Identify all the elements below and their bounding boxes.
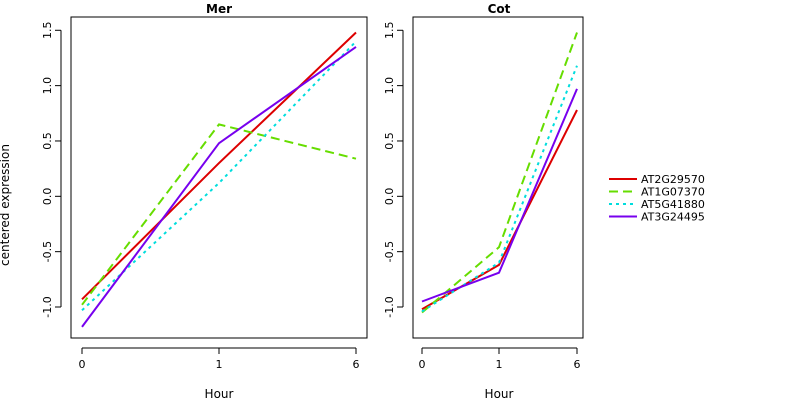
- y-tick-label: 1.5: [41, 22, 54, 40]
- y-tick-label: -1.0: [41, 296, 54, 317]
- legend-label: AT1G07370: [641, 186, 705, 199]
- x-axis-title-mer: Hour: [205, 387, 234, 400]
- y-axis-title: centered expression: [0, 144, 12, 266]
- legend-label: AT2G29570: [641, 173, 705, 186]
- series-line-at3g24495: [81, 46, 357, 328]
- series-line-at5g41880: [421, 65, 578, 313]
- y-tick-label: 1.0: [41, 77, 54, 95]
- y-tick-label: 1.0: [383, 77, 396, 95]
- series-line-at5g41880: [81, 40, 357, 312]
- series-line-at3g24495: [421, 88, 578, 303]
- x-axis-title-cot: Hour: [485, 387, 514, 400]
- y-tick-label: 0.5: [383, 132, 396, 150]
- x-tick-label: 1: [496, 358, 503, 371]
- plot-frame: [412, 16, 584, 339]
- x-tick-label: 1: [216, 358, 223, 371]
- panel-title-cot: Cot: [488, 2, 511, 16]
- series-line-at1g07370: [421, 32, 578, 314]
- panel-title-mer: Mer: [206, 2, 232, 16]
- legend-item: AT1G07370: [609, 186, 705, 199]
- y-tick-label: -1.0: [383, 296, 396, 317]
- panel-cot: -1.0 -0.5 0.0 0.5 1.0 1.5 0 1 6: [383, 16, 584, 371]
- legend-item: AT3G24495: [609, 211, 705, 224]
- y-tick-label: -0.5: [383, 241, 396, 262]
- y-tick-label: 1.5: [383, 22, 396, 40]
- x-tick-label: 0: [419, 358, 426, 371]
- series-line-at2g29570: [81, 31, 357, 301]
- legend-label: AT3G24495: [641, 211, 705, 224]
- plot-frame: [70, 16, 368, 339]
- x-tick-label: 6: [353, 358, 360, 371]
- y-tick-label: -0.5: [41, 241, 54, 262]
- y-tick-label: 0.0: [383, 188, 396, 206]
- y-tick-label: 0.0: [41, 188, 54, 206]
- legend-label: AT5G41880: [641, 198, 705, 211]
- series-line-at2g29570: [421, 109, 578, 311]
- series-line-at1g07370: [81, 123, 357, 306]
- x-tick-label: 0: [79, 358, 86, 371]
- panel-mer: -1.0 -0.5 0.0 0.5 1.0 1.5 0 1 6: [41, 16, 368, 371]
- y-tick-label: 0.5: [41, 132, 54, 150]
- x-tick-label: 6: [574, 358, 581, 371]
- legend-item: AT5G41880: [609, 198, 705, 211]
- legend-item: AT2G29570: [609, 173, 705, 186]
